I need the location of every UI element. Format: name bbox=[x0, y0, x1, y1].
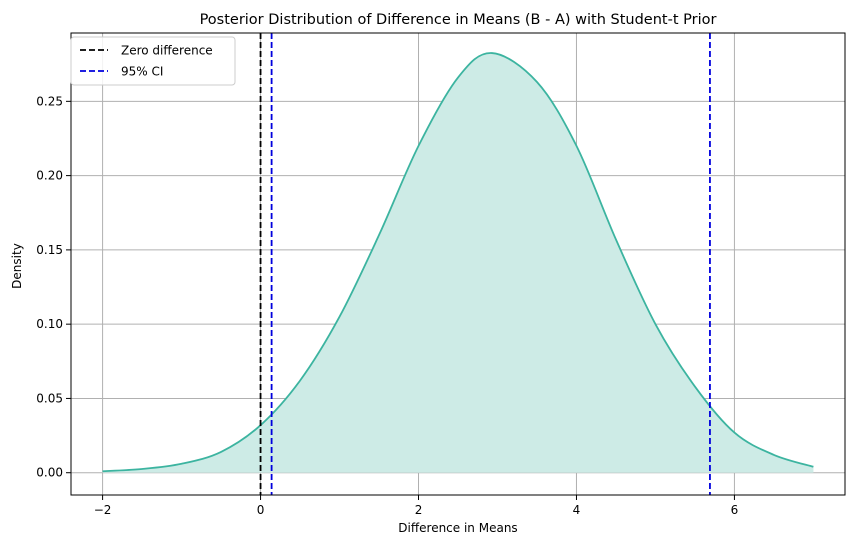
legend: Zero difference 95% CI bbox=[70, 36, 236, 86]
axes-frame bbox=[70, 32, 846, 496]
density-fill-area bbox=[102, 53, 814, 473]
y-tick-label: 0.15 bbox=[36, 243, 63, 257]
legend-label-zero-difference: Zero difference bbox=[121, 44, 213, 58]
x-tick-label: 2 bbox=[415, 503, 423, 517]
density-curve bbox=[102, 52, 814, 473]
x-tick-label: 6 bbox=[731, 503, 739, 517]
y-axis-label: Density bbox=[10, 243, 24, 289]
x-tick-label: 4 bbox=[573, 503, 581, 517]
x-tick-label: −2 bbox=[94, 503, 112, 517]
x-axis-ticks: −2 0 2 4 6 bbox=[94, 495, 739, 517]
legend-box bbox=[70, 36, 236, 86]
x-axis-label: Difference in Means bbox=[398, 521, 517, 535]
y-tick-label: 0.25 bbox=[36, 94, 63, 108]
y-tick-label: 0.20 bbox=[36, 169, 63, 183]
y-tick-label: 0.00 bbox=[36, 466, 63, 480]
y-tick-label: 0.05 bbox=[36, 391, 63, 405]
plot-area: −2 0 2 4 6 0.00 0.05 0.10 0.15 0.20 0.25 bbox=[36, 32, 846, 517]
y-tick-label: 0.10 bbox=[36, 317, 63, 331]
y-axis-ticks: 0.00 0.05 0.10 0.15 0.20 0.25 bbox=[36, 94, 71, 480]
x-tick-label: 0 bbox=[257, 503, 265, 517]
legend-label-95-ci: 95% CI bbox=[121, 65, 163, 79]
chart-title: Posterior Distribution of Difference in … bbox=[200, 12, 717, 28]
reference-lines bbox=[259, 33, 711, 495]
